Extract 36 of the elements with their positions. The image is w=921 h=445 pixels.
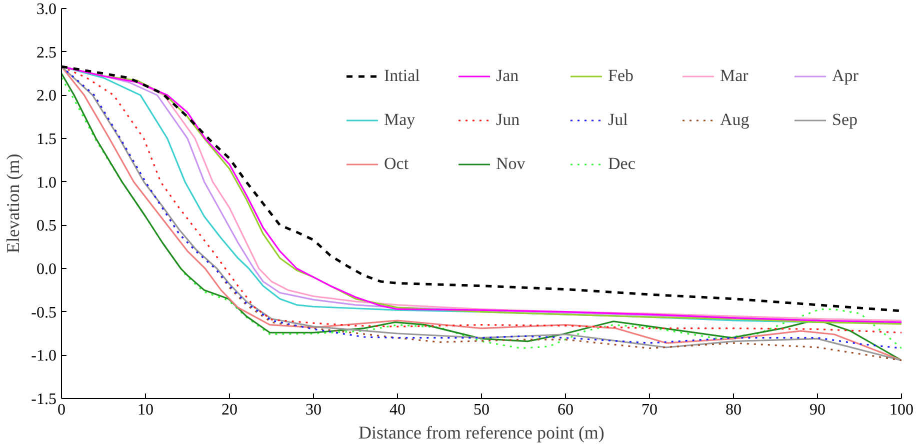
legend-label: Sep	[832, 110, 858, 130]
legend-label: May	[384, 110, 416, 130]
legend-label: Jul	[608, 110, 629, 130]
x-axis-title: Distance from reference point (m)	[358, 422, 604, 442]
legend-label: Dec	[608, 154, 636, 174]
y-tick-label: -1.5	[31, 391, 56, 408]
legend-label: Mar	[720, 66, 750, 86]
y-tick-label: 3.0	[36, 1, 56, 18]
x-tick-label: 30	[306, 402, 322, 418]
y-axis-title: Elevation (m)	[3, 154, 24, 254]
x-tick-label: 0	[58, 402, 66, 418]
y-tick-label: 0.0	[36, 261, 56, 278]
x-tick-label: 60	[558, 402, 574, 418]
legend-label: Jun	[496, 110, 521, 130]
legend-label: Aug	[720, 110, 750, 130]
y-tick-label: 0.5	[36, 218, 56, 235]
legend-label: Intial	[384, 66, 421, 86]
y-tick-label: -1.0	[31, 348, 56, 365]
y-tick-label: 2.0	[36, 88, 56, 105]
legend-label: Jan	[496, 66, 520, 86]
y-tick-label: 2.5	[36, 44, 56, 62]
y-tick-label: 1.5	[36, 131, 56, 148]
x-tick-label: 100	[890, 402, 914, 418]
x-tick-label: 90	[810, 402, 826, 418]
legend-label: Nov	[496, 154, 526, 174]
legend-label: Apr	[832, 66, 860, 86]
x-tick-label: 10	[138, 402, 154, 418]
x-tick-label: 70	[642, 402, 658, 418]
legend-label: Oct	[384, 154, 410, 174]
legend-label: Feb	[608, 66, 634, 86]
x-tick-label: 20	[222, 402, 238, 418]
x-tick-label: 80	[726, 402, 742, 418]
x-tick-label: 50	[474, 402, 490, 418]
y-tick-label: 1.0	[36, 174, 56, 192]
y-tick-label: -0.5	[31, 304, 56, 322]
x-tick-label: 40	[390, 402, 406, 418]
